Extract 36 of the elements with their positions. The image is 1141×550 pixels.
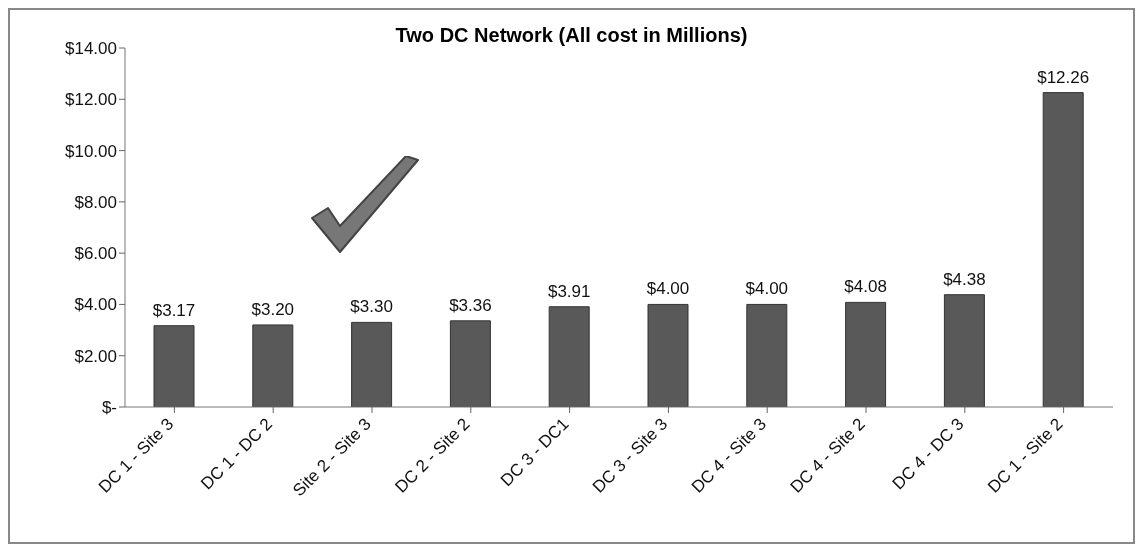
data-label: $3.17 [152, 300, 196, 320]
x-tick-label: DC 3 - Site 3 [588, 414, 672, 497]
x-tick-label: Site 2 - Site 3 [289, 414, 375, 500]
y-tick-label: $12.00 [65, 90, 117, 110]
chart-title: Two DC Network (All cost in Millions) [395, 24, 748, 46]
bar [252, 324, 294, 407]
bar [1042, 92, 1084, 407]
bar [845, 301, 887, 407]
data-label: $12.26 [1037, 67, 1090, 87]
x-tick-label: DC 4 - DC 3 [888, 414, 968, 494]
data-label: $4.38 [943, 269, 986, 289]
x-tick-label: DC 2 - Site 2 [391, 414, 474, 497]
data-label: $4.08 [844, 277, 887, 297]
bar [647, 303, 689, 407]
y-tick-label: $4.00 [74, 295, 117, 315]
data-label: $4.00 [646, 279, 690, 299]
bar [548, 306, 590, 407]
data-label: $3.91 [547, 281, 591, 301]
y-tick-label: $8.00 [74, 192, 117, 212]
bar [449, 320, 491, 407]
x-tick-label: DC 1 - DC 2 [197, 414, 277, 494]
y-tick-label: $14.00 [65, 39, 117, 59]
x-tick-label: DC 4 - Site 2 [786, 414, 869, 497]
bar [943, 294, 985, 407]
data-label: $4.00 [745, 279, 789, 299]
x-tick-label: DC 4 - Site 3 [687, 414, 771, 497]
bar [746, 303, 788, 407]
y-tick-label: $2.00 [74, 346, 117, 366]
data-label: $3.36 [449, 295, 492, 315]
data-label: $3.30 [350, 297, 393, 317]
y-tick-label: $10.00 [65, 141, 117, 161]
data-label: $3.20 [251, 299, 295, 319]
x-tick-label: DC 1 - Site 2 [984, 414, 1067, 497]
y-tick-label: $6.00 [74, 244, 117, 264]
bar [153, 325, 195, 407]
bar [351, 321, 393, 407]
